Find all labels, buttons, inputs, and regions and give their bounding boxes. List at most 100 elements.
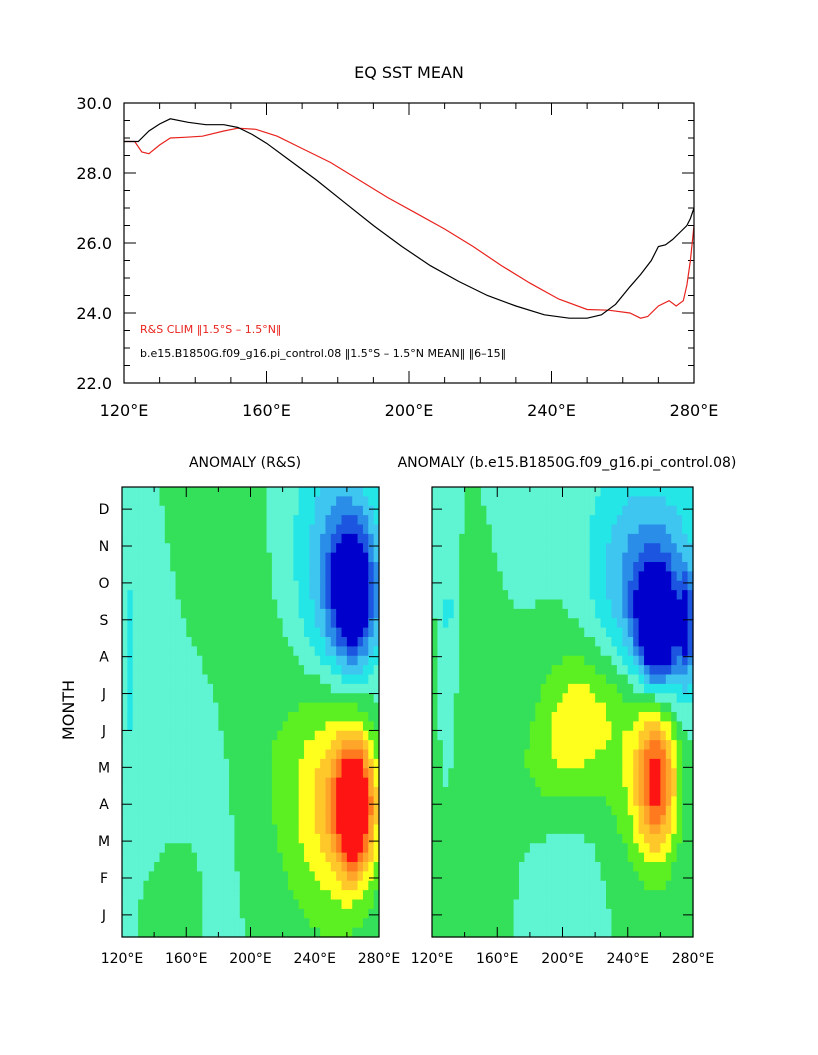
heatmap-cell <box>234 721 241 732</box>
heatmap-cell <box>293 533 300 544</box>
heatmap-cell <box>448 702 455 713</box>
heatmap-cell <box>250 815 257 826</box>
heatmap-cell <box>309 927 316 938</box>
heatmap-cell <box>282 487 289 497</box>
heatmap-cell <box>535 618 542 629</box>
heatmap-cell <box>250 805 257 816</box>
heatmap-cell <box>282 740 289 751</box>
heatmap-cell <box>122 833 128 844</box>
heatmap-cell <box>475 702 482 713</box>
heatmap-cell <box>442 777 449 788</box>
heatmap-cell <box>159 533 166 544</box>
heatmap-cell <box>373 824 380 835</box>
heatmap-cell <box>524 524 531 535</box>
heatmap-cell <box>207 833 214 844</box>
heatmap-cell <box>229 749 236 760</box>
heatmap-cell <box>437 627 444 638</box>
heatmap-cell <box>589 880 596 891</box>
heatmap-cell <box>627 721 634 732</box>
heatmap-cell <box>229 543 236 554</box>
heatmap-cell <box>261 833 268 844</box>
heatmap-cell <box>191 927 198 938</box>
heatmap-cell <box>665 562 672 572</box>
heatmap-cell <box>437 721 444 732</box>
heatmap-cell <box>453 533 460 544</box>
heatmap-cell <box>277 880 284 891</box>
heatmap-cell <box>486 533 493 544</box>
heatmap-cell <box>687 693 694 704</box>
heatmap-cell <box>687 702 694 713</box>
heatmap-cell <box>480 899 487 910</box>
heatmap-cell <box>298 590 305 601</box>
heatmap-cell <box>589 862 596 872</box>
heatmap-cell <box>654 843 661 854</box>
heatmap-cell <box>578 562 585 572</box>
heatmap-cell <box>293 730 300 741</box>
heatmap-cell <box>170 515 177 526</box>
heatmap-cell <box>213 683 219 694</box>
heatmap-cell <box>464 487 471 497</box>
heatmap-cell <box>346 815 353 826</box>
heatmap-cell <box>170 702 177 713</box>
heatmap-cell <box>191 824 198 835</box>
heatmap-cell <box>202 590 209 601</box>
heatmap-cell <box>287 899 294 910</box>
heatmap-cell <box>352 580 359 591</box>
heatmap-cell <box>676 749 683 760</box>
heatmap-x-tick-label: 120°E <box>411 951 454 967</box>
heatmap-cell <box>239 749 246 760</box>
heatmap-cell <box>529 843 536 854</box>
heatmap-cell <box>546 655 553 666</box>
heatmap-cell <box>304 618 310 629</box>
heatmap-cell <box>196 627 203 638</box>
heatmap-cell <box>524 833 531 844</box>
heatmap-cell <box>432 533 439 544</box>
heatmap-cell <box>122 646 128 657</box>
heatmap-cell <box>255 712 262 722</box>
heatmap-cell <box>502 749 509 760</box>
heatmap-cell <box>627 608 634 619</box>
heatmap-cell <box>293 833 300 844</box>
heatmap-cell <box>437 871 444 882</box>
heatmap-cell <box>314 515 321 526</box>
heatmap-cell <box>660 730 667 741</box>
heatmap-cell <box>682 721 689 732</box>
heatmap-cell <box>175 908 182 919</box>
heatmap-cell <box>180 880 187 891</box>
heatmap-cell <box>132 562 139 572</box>
heatmap-cell <box>229 702 236 713</box>
heatmap-cell <box>464 524 471 535</box>
heatmap-cell <box>159 730 166 741</box>
heatmap-cell <box>665 918 672 929</box>
heatmap-cell <box>459 796 466 807</box>
heatmap-cell <box>671 562 678 572</box>
heatmap-cell <box>213 496 219 507</box>
heatmap-cell <box>346 758 353 769</box>
heatmap-cell <box>606 852 613 863</box>
heatmap-cell <box>202 843 209 854</box>
heatmap-cell <box>524 533 531 544</box>
heatmap-cell <box>170 712 177 722</box>
heatmap-cell <box>676 608 683 619</box>
heatmap-cell <box>665 730 672 741</box>
heatmap-cell <box>213 693 219 704</box>
heatmap-cell <box>352 693 359 704</box>
heatmap-cell <box>633 749 640 760</box>
heatmap-cell <box>622 833 629 844</box>
heatmap-cell <box>682 646 689 657</box>
heatmap-cell <box>154 730 161 741</box>
heatmap-cell <box>497 552 504 563</box>
heatmap-cell <box>122 683 128 694</box>
heatmap-cell <box>277 599 284 610</box>
heatmap-cell <box>234 599 241 610</box>
heatmap-cell <box>164 768 171 779</box>
heatmap-cell <box>293 608 300 619</box>
heatmap-cell <box>271 496 278 507</box>
heatmap-cell <box>330 487 337 497</box>
heatmap-cell <box>132 833 139 844</box>
heatmap-cell <box>282 862 289 872</box>
heatmap-cell <box>519 862 526 872</box>
heatmap-cell <box>277 524 284 535</box>
heatmap-cell <box>540 683 547 694</box>
heatmap-cell <box>546 683 553 694</box>
